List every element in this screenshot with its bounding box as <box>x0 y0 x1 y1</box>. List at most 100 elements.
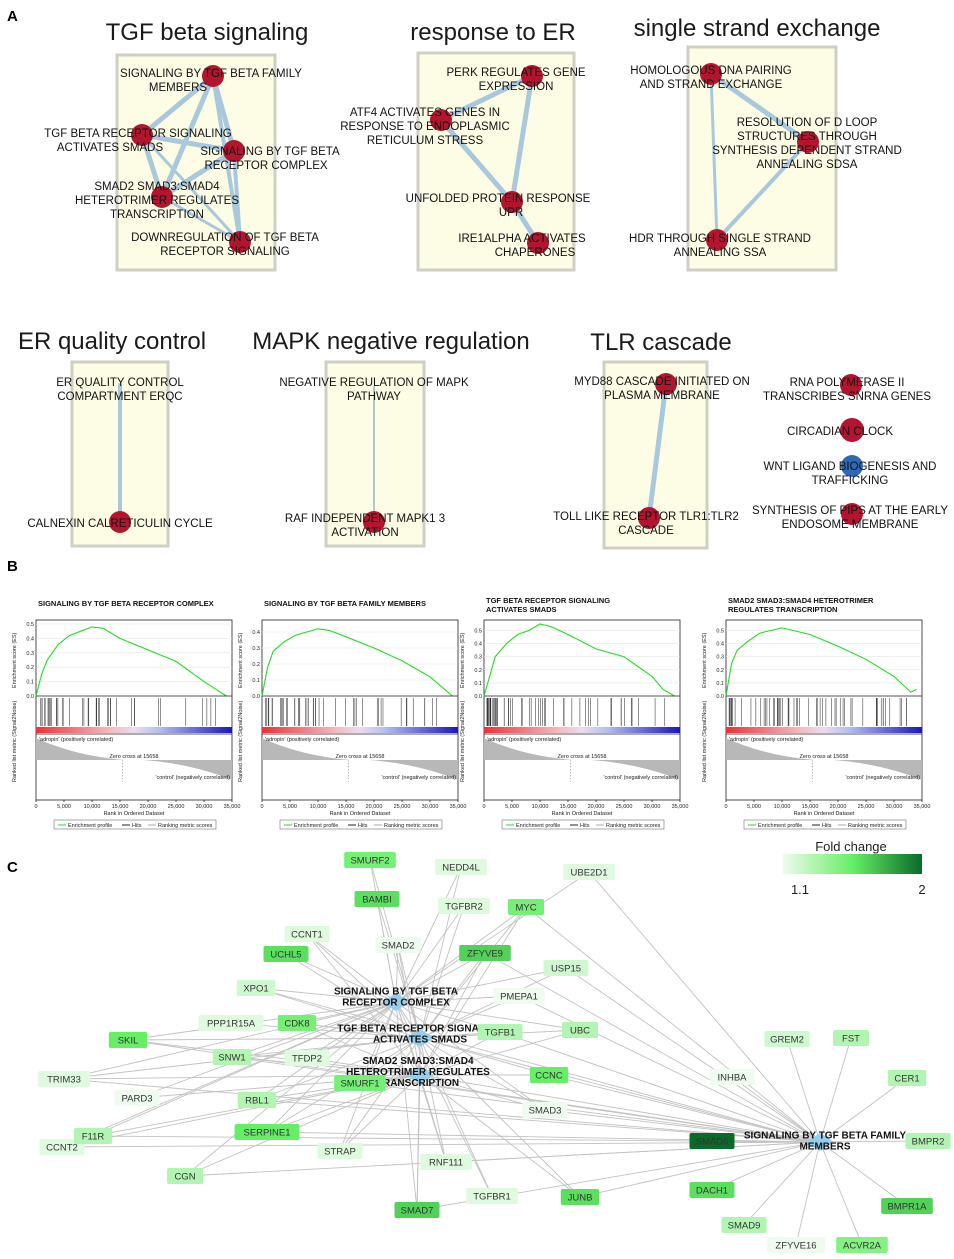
cluster-title: response to ER <box>410 19 575 46</box>
gene-node: TGFBR2 <box>438 898 490 914</box>
gsea-ytick: 0.3 <box>474 655 482 661</box>
gene-box <box>334 1075 386 1091</box>
hub-label: RECEPTOR COMPLEX <box>342 998 450 1009</box>
cluster-edge <box>646 381 669 521</box>
pathway-node <box>521 65 543 87</box>
gene-label: PPP1R15A <box>207 1019 256 1030</box>
panel-letter-c: C <box>7 859 18 876</box>
gsea-ytick: 0.4 <box>252 630 260 636</box>
gene-label: SMAD3 <box>529 1106 562 1117</box>
gsea-frame <box>35 619 233 801</box>
positive-label: 'adropin' (positively correlated) <box>487 737 561 743</box>
network-edge <box>525 906 821 1143</box>
network-edge <box>565 967 821 1143</box>
gsea-xtick: 25,000 <box>394 804 411 810</box>
gsea-xlabel: Rank in Ordered Dataset <box>104 811 165 817</box>
gene-box <box>459 945 511 961</box>
cluster-title: MAPK negative regulation <box>252 328 530 355</box>
panel-letter-a: A <box>7 8 18 25</box>
ranking-metric-area <box>36 738 232 780</box>
pathway-label: SMAD2 SMAD3:SMAD4 HETEROTRIMER REGULATES T… <box>75 181 239 221</box>
legend-max: 2 <box>918 882 925 897</box>
network-edge <box>419 1029 581 1076</box>
cluster-title: single strand exchange <box>634 15 881 42</box>
gene-box <box>833 1030 869 1046</box>
legend-item: Hits <box>132 823 142 829</box>
network-edge <box>743 1141 821 1226</box>
legend-item: Ranking metric scores <box>158 823 213 829</box>
gene-node: UCHL5 <box>263 946 309 962</box>
pathway-node <box>151 186 173 208</box>
cluster-edge <box>139 73 216 138</box>
gsea-ytick: 0.2 <box>252 662 260 668</box>
gene-label: UCHL5 <box>270 950 301 961</box>
gene-node: SNW1 <box>212 1049 252 1065</box>
network-edge <box>63 1001 397 1080</box>
gsea-xtick: 10,000 <box>774 804 791 810</box>
gene-node: PPP1R15A <box>198 1015 264 1031</box>
gsea-xtick: 15,000 <box>802 804 819 810</box>
gsea-ytick: 0.5 <box>474 629 482 635</box>
gene-label: TGFBR1 <box>473 1192 510 1203</box>
network-edge <box>61 1001 397 1148</box>
cluster-edge <box>159 148 237 200</box>
gene-box <box>560 1189 600 1205</box>
gsea-legend-box <box>501 819 665 830</box>
network-edge <box>397 944 421 1039</box>
gene-box <box>508 899 544 915</box>
network-edge <box>395 866 462 1003</box>
pathway-label: PERK REGULATES GENE EXPRESSION <box>446 67 585 93</box>
pathway-node <box>700 63 722 85</box>
network-edge <box>136 1001 397 1099</box>
network-edge <box>786 1038 821 1143</box>
network-edge <box>819 1077 908 1143</box>
positive-label: 'adropin' (positively correlated) <box>729 737 803 743</box>
zero-cross-label: Zero cross at 15658 <box>800 754 849 760</box>
gene-node: ZFYVE16 <box>766 1237 826 1253</box>
network-edge <box>588 871 821 1143</box>
gene-node: INHBA <box>709 1069 755 1085</box>
pathway-node <box>430 109 452 131</box>
network-edge <box>419 1037 821 1143</box>
network-edge <box>296 1022 421 1076</box>
network-edge <box>419 905 465 1039</box>
gene-label: CCNT2 <box>46 1143 78 1154</box>
gene-node: FST <box>833 1030 869 1046</box>
gsea-xtick: 20,000 <box>140 804 157 810</box>
network-edge <box>579 1141 821 1198</box>
gene-box <box>543 960 589 976</box>
gsea-xlabel: Rank in Ordered Dataset <box>330 811 391 817</box>
gene-label: SMAD9 <box>728 1221 761 1232</box>
gsea-plot: SIGNALING BY TGF BETA RECEPTOR COMPLEX 0.… <box>12 599 240 830</box>
network-edge <box>395 1001 581 1031</box>
gene-label: SMAD7 <box>401 1206 434 1217</box>
cluster-edge <box>160 195 242 244</box>
gene-node: RNF111 <box>420 1154 472 1170</box>
gsea-ytick: 0.0 <box>252 694 260 700</box>
gene-box <box>887 1070 927 1086</box>
gene-box <box>237 1092 277 1108</box>
network-edge <box>339 1037 421 1152</box>
gsea-xlabel: Rank in Ordered Dataset <box>794 811 855 817</box>
pathway-node <box>638 507 660 529</box>
cluster-edge <box>139 132 237 154</box>
network-edge <box>416 1074 421 1211</box>
pathway-node <box>840 418 864 442</box>
gene-box <box>344 852 396 868</box>
network-edge <box>419 1074 821 1143</box>
gene-box <box>114 1090 160 1106</box>
gene-node: UBC <box>562 1022 598 1038</box>
legend-item: Enrichment profile <box>758 823 802 829</box>
network-edge <box>255 987 421 1039</box>
gene-node: PARD3 <box>114 1090 160 1106</box>
pathway-node <box>527 232 549 254</box>
gene-box <box>529 1067 569 1083</box>
pathway-node <box>229 231 251 253</box>
network-edge <box>359 1082 821 1143</box>
pathway-label: RAF INDEPENDENT MAPK1 3 ACTIVATION <box>285 513 445 539</box>
gsea-ylabel: Enrichment score (ES) <box>702 633 708 688</box>
cluster-box <box>416 51 576 272</box>
pathway-node <box>841 455 863 477</box>
gsea-legend-box <box>743 819 907 830</box>
